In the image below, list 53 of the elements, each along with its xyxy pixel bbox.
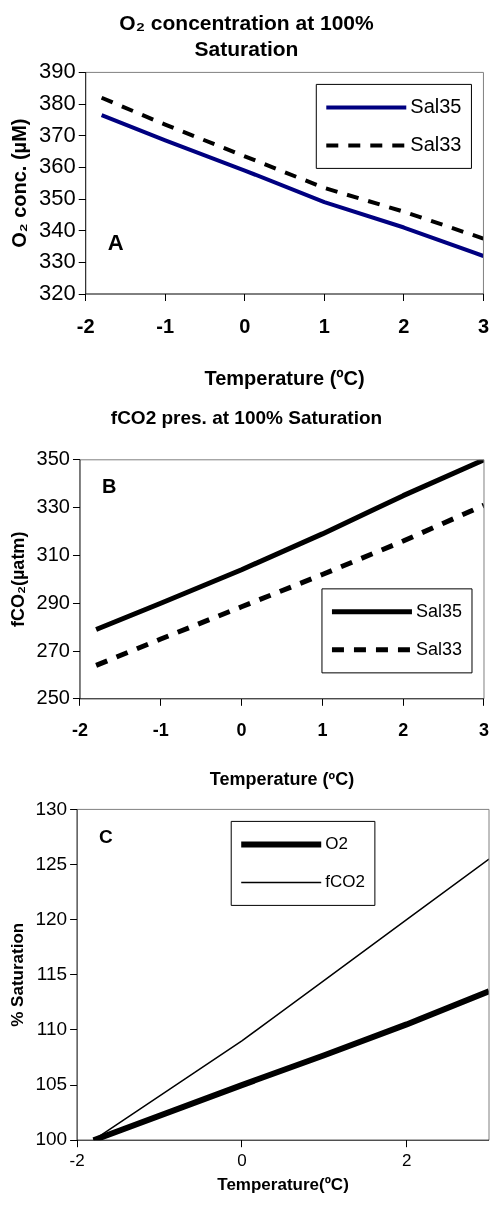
chart-title: fCO2 pres. at 100% Saturation — [110, 406, 383, 428]
y-tick-label: 115 — [36, 963, 68, 985]
y-tick-label: 340 — [38, 216, 76, 242]
x-tick-label: 3 — [477, 314, 489, 337]
x-axis-title: Temperature(ºC) — [217, 1175, 349, 1195]
y-tick-label: 250 — [36, 686, 70, 709]
annotation: A — [107, 230, 124, 256]
x-tick-label: -1 — [152, 719, 169, 740]
y-tick-label: 100 — [35, 1128, 68, 1150]
legend-label: Sal35 — [415, 600, 462, 621]
legend-label: fCO2 — [325, 872, 365, 892]
x-tick-label: 3 — [478, 719, 489, 740]
y-tick-label: 290 — [36, 590, 70, 613]
x-tick-label: 0 — [236, 719, 247, 740]
x-tick-label: 0 — [239, 314, 251, 337]
x-tick-label: 2 — [398, 314, 410, 337]
y-tick-label: 320 — [38, 280, 76, 306]
y-tick-label: 380 — [38, 90, 76, 116]
y-tick-label: 330 — [38, 248, 76, 274]
x-tick-label: 2 — [401, 1151, 412, 1171]
y-tick-label: 350 — [38, 185, 76, 211]
y-tick-label: 110 — [36, 1018, 68, 1040]
x-tick-label: -2 — [71, 719, 88, 740]
y-tick-label: 350 — [36, 447, 70, 470]
y-tick-label: 370 — [38, 121, 76, 147]
y-tick-label: 130 — [35, 797, 68, 819]
y-tick-label: 125 — [35, 852, 68, 874]
x-tick-label: 1 — [318, 314, 330, 337]
y-tick-label: 390 — [38, 58, 76, 84]
y-tick-label: 105 — [35, 1073, 68, 1095]
y-tick-label: 270 — [36, 638, 70, 661]
chart-title: O₂ concentration at 100% Saturation — [119, 11, 375, 60]
x-axis-title: Temperature (ºC) — [204, 366, 365, 389]
x-tick-label: -2 — [76, 314, 95, 337]
legend-label: Sal35 — [410, 94, 462, 117]
legend-label: Sal33 — [410, 132, 462, 155]
legend-label: O2 — [325, 834, 348, 854]
y-tick-label: 330 — [36, 495, 70, 518]
y-axis-title: fCO₂(µatm) — [7, 531, 28, 627]
x-tick-label: 2 — [398, 719, 409, 740]
x-tick-label: 0 — [237, 1151, 247, 1171]
y-tick-label: 360 — [38, 153, 76, 179]
annotation: B — [101, 475, 117, 498]
annotation: C — [99, 825, 114, 847]
x-axis-title: Temperature (ºC) — [209, 769, 355, 790]
legend-label: Sal33 — [415, 638, 462, 659]
x-tick-label: 1 — [317, 719, 328, 740]
y-axis-title: % Saturation — [7, 922, 27, 1027]
y-axis-title: O₂ conc. (µM) — [7, 118, 30, 248]
x-tick-label: -2 — [69, 1151, 85, 1171]
y-tick-label: 310 — [36, 542, 70, 565]
y-tick-label: 120 — [35, 907, 68, 929]
x-tick-label: -1 — [156, 314, 175, 337]
